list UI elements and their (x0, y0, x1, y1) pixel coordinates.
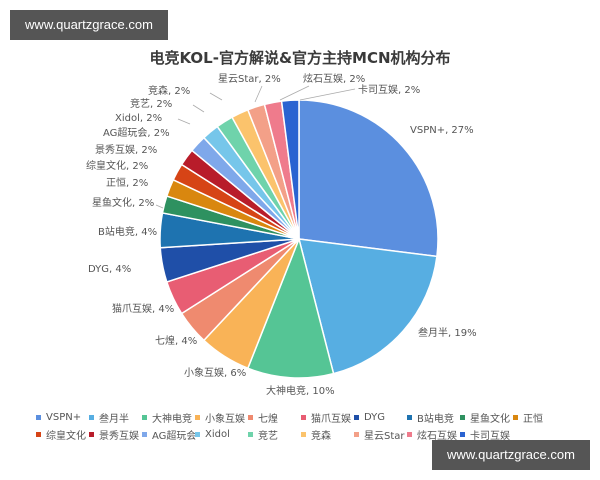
legend-swatch-icon (301, 431, 306, 437)
label-leader-line (192, 104, 205, 113)
data-label: DYG, 4% (88, 264, 131, 275)
legend-label: B站电竞 (417, 413, 454, 425)
legend-item[interactable]: Xidol (195, 429, 248, 440)
legend-label: 猫爪互娱 (311, 413, 351, 425)
legend-swatch-icon (142, 414, 147, 420)
legend-swatch-icon (195, 414, 200, 420)
watermark-bottom: www.quartzgrace.com (432, 440, 590, 470)
legend-row: VSPN+ 叁月半 大神电竞 小象互娱 七煌 猫爪互娱 DYG B站电竞 星鱼文化 正恒 (36, 410, 576, 425)
data-label: 综皇文化, 2% (86, 159, 148, 172)
legend-swatch-icon (36, 414, 41, 420)
legend-row: 综皇文化 景秀互娱 AG超玩会 Xidol 竞艺 竞森 星云Star 炫石互娱 卡司互娱 (36, 427, 576, 442)
legend-swatch-icon (354, 431, 359, 437)
data-label: 景秀互娱, 2% (95, 143, 157, 156)
watermark-top: www.quartzgrace.com (10, 10, 168, 40)
legend-label: 正恒 (523, 413, 543, 425)
legend-item[interactable]: 大神电竞 (142, 410, 195, 425)
legend-swatch-icon (407, 431, 412, 437)
data-label: VSPN+, 27% (410, 125, 474, 136)
data-label: 星云Star, 2% (218, 73, 281, 85)
legend-item[interactable]: 竞森 (301, 427, 354, 442)
legend-label: Xidol (205, 428, 230, 440)
legend-item[interactable]: 竞艺 (248, 427, 301, 442)
label-leader-line (279, 85, 310, 101)
data-label: 七煌, 4% (155, 334, 197, 347)
legend-item[interactable]: 景秀互娱 (89, 427, 142, 442)
legend-label: DYG (364, 411, 386, 423)
data-label: 正恒, 2% (106, 176, 148, 189)
legend-label: 卡司互娱 (470, 430, 510, 442)
legend-label: 炫石互娱 (417, 430, 457, 442)
label-leader-line (209, 92, 223, 101)
legend-swatch-icon (301, 414, 306, 420)
label-leader-line (299, 88, 356, 101)
legend-item[interactable]: 叁月半 (89, 410, 142, 425)
data-label: 叁月半, 19% (418, 326, 477, 339)
label-leader-line (155, 204, 164, 209)
data-label: 炫石互娱, 2% (303, 72, 365, 85)
legend-swatch-icon (248, 414, 253, 420)
legend-swatch-icon (195, 431, 200, 437)
legend-swatch-icon (407, 414, 412, 420)
data-label: 大神电竞, 10% (266, 384, 335, 397)
data-label: 猫爪互娱, 4% (112, 302, 174, 315)
legend-swatch-icon (513, 414, 518, 420)
legend-label: 七煌 (258, 413, 278, 425)
legend-label: 叁月半 (99, 413, 129, 425)
label-leader-line (177, 118, 191, 125)
pie-slice (298, 99, 439, 258)
data-label: 星鱼文化, 2% (92, 196, 154, 209)
legend-item[interactable]: 卡司互娱 (460, 427, 513, 442)
legend-swatch-icon (89, 414, 94, 420)
legend-swatch-icon (248, 431, 253, 437)
legend-item[interactable]: 七煌 (248, 410, 301, 425)
legend-label: 小象互娱 (205, 413, 245, 425)
legend-label: 景秀互娱 (99, 430, 139, 442)
legend-swatch-icon (460, 414, 465, 420)
chart-legend: VSPN+ 叁月半 大神电竞 小象互娱 七煌 猫爪互娱 DYG B站电竞 星鱼文化 正恒综皇文化 景… (36, 410, 576, 444)
chart-title: 电竞KOL-官方解说&官方主持MCN机构分布 (149, 49, 451, 67)
legend-item[interactable]: 星云Star (354, 427, 407, 442)
legend-item[interactable]: 猫爪互娱 (301, 410, 354, 425)
label-leader-line (254, 85, 263, 103)
legend-label: 星鱼文化 (470, 413, 510, 425)
data-label: AG超玩会, 2% (103, 126, 170, 139)
data-label: 卡司互娱, 2% (358, 83, 420, 96)
pie-slice (280, 99, 300, 240)
legend-label: 大神电竞 (152, 413, 192, 425)
legend-label: 竞森 (311, 430, 331, 442)
legend-swatch-icon (142, 431, 147, 437)
legend-swatch-icon (460, 431, 465, 437)
legend-item[interactable]: 星鱼文化 (460, 410, 513, 425)
legend-item[interactable]: DYG (354, 412, 407, 423)
legend-item[interactable]: 综皇文化 (36, 427, 89, 442)
pie-slice (297, 238, 438, 375)
legend-item[interactable]: 小象互娱 (195, 410, 248, 425)
legend-item[interactable]: AG超玩会 (142, 427, 197, 442)
data-label: B站电竞, 4% (98, 225, 157, 238)
legend-swatch-icon (354, 414, 359, 420)
data-label: 竞艺, 2% (130, 97, 172, 110)
legend-item[interactable]: B站电竞 (407, 410, 460, 425)
legend-item[interactable]: 炫石互娱 (407, 427, 460, 442)
data-label: 小象互娱, 6% (184, 366, 246, 379)
legend-label: VSPN+ (46, 411, 82, 423)
legend-item[interactable]: VSPN+ (36, 412, 89, 423)
legend-label: 星云Star (364, 430, 405, 442)
data-label: Xidol, 2% (115, 113, 162, 124)
legend-item[interactable]: 正恒 (513, 410, 566, 425)
pie-slice (246, 236, 335, 379)
legend-label: AG超玩会 (152, 430, 197, 442)
data-label: 竞森, 2% (148, 84, 190, 97)
legend-swatch-icon (89, 431, 94, 437)
legend-label: 综皇文化 (46, 430, 86, 442)
legend-label: 竞艺 (258, 430, 278, 442)
legend-swatch-icon (36, 431, 41, 437)
